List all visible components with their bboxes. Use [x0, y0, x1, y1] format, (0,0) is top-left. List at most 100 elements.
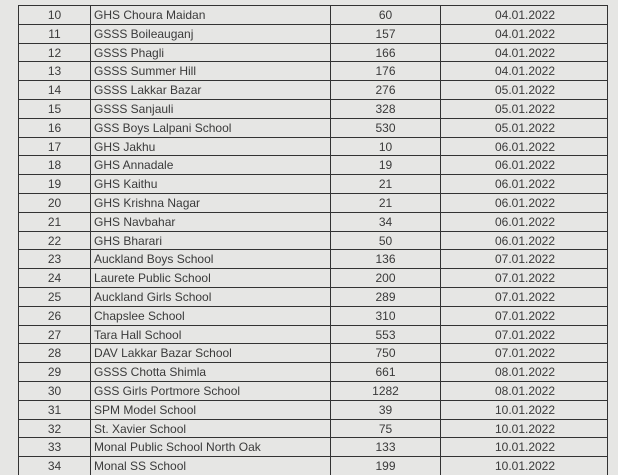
- serial-number: 12: [19, 43, 91, 62]
- school-name: GHS Jakhu: [91, 137, 331, 156]
- student-count: 21: [331, 194, 441, 212]
- student-count: 310: [331, 306, 441, 325]
- serial-number: 10: [19, 6, 91, 24]
- date: 07.01.2022: [494, 252, 556, 267]
- date: 10.01.2022: [494, 421, 556, 436]
- school-name: GSSS Sanjauli: [91, 100, 331, 118]
- school-name: GHS Annadale: [91, 156, 331, 175]
- table-row: 20 GHS Krishna Nagar 21 06.01.2022: [18, 193, 608, 212]
- table-row: 11 GSSS Boileauganj 157 04.01.2022: [18, 23, 608, 43]
- date: 07.01.2022: [494, 346, 556, 361]
- table-row: 33 Monal Public School North Oak 133 10.01.…: [18, 437, 608, 457]
- date: 10.01.2022: [494, 459, 556, 474]
- student-count: 328: [331, 100, 441, 118]
- table-row: 15 GSSS Sanjauli 328 05.01.2022: [18, 99, 608, 118]
- serial-number: 17: [19, 137, 91, 156]
- date: 08.01.2022: [494, 365, 556, 380]
- date: 07.01.2022: [494, 271, 556, 286]
- student-count: 75: [331, 419, 441, 438]
- school-name: GSS Girls Portmore School: [91, 382, 331, 400]
- serial-number: 20: [19, 194, 91, 212]
- serial-number: 15: [19, 100, 91, 118]
- student-count: 200: [331, 269, 441, 287]
- student-count: 661: [331, 363, 441, 381]
- student-count: 530: [331, 118, 441, 137]
- table-row: 17 GHS Jakhu 10 06.01.2022: [18, 136, 608, 156]
- student-count: 19: [331, 156, 441, 175]
- table-row: 32 St. Xavier School 75 10.01.2022: [18, 418, 608, 438]
- table-row: 34 Monal SS School 199 10.01.2022: [18, 456, 608, 475]
- serial-number: 24: [19, 269, 91, 287]
- school-name: Tara Hall School: [91, 325, 331, 344]
- table-row: 30 GSS Girls Portmore School 1282 08.01.202…: [18, 381, 608, 400]
- serial-number: 30: [19, 382, 91, 400]
- serial-number: 28: [19, 344, 91, 363]
- date: 06.01.2022: [494, 196, 556, 210]
- date: 04.01.2022: [494, 8, 556, 22]
- table-row: 16 GSS Boys Lalpani School 530 05.01.2022: [18, 117, 608, 137]
- table-row: 24 Laurete Public School 200 07.01.2022: [18, 268, 608, 287]
- date: 06.01.2022: [494, 214, 556, 229]
- serial-number: 21: [19, 212, 91, 231]
- student-count: 553: [331, 325, 441, 344]
- student-count: 21: [331, 175, 441, 193]
- date: 07.01.2022: [494, 327, 556, 342]
- table-row: 26 Chapslee School 310 07.01.2022: [18, 305, 608, 325]
- date: 04.01.2022: [494, 26, 556, 41]
- serial-number: 16: [19, 118, 91, 137]
- school-name: GSSS Boileauganj: [91, 24, 331, 43]
- school-name: Auckland Girls School: [91, 288, 331, 306]
- table-row: 12 GSSS Phagli 166 04.01.2022: [18, 42, 608, 62]
- table-row: 13 GSSS Summer Hill 176 04.01.2022: [18, 61, 608, 81]
- table-row: 14 GSSS Lakkar Bazar 276 05.01.2022: [18, 80, 608, 99]
- table-row: 27 Tara Hall School 553 07.01.2022: [18, 324, 608, 344]
- date: 05.01.2022: [494, 83, 556, 98]
- serial-number: 13: [19, 62, 91, 81]
- school-name: St. Xavier School: [91, 419, 331, 438]
- serial-number: 26: [19, 306, 91, 325]
- school-name: Monal SS School: [91, 457, 331, 475]
- student-count: 276: [331, 81, 441, 99]
- school-name: GHS Choura Maidan: [91, 6, 331, 24]
- student-count: 176: [331, 62, 441, 81]
- table-row: 29 GSSS Chotta Shimla 661 08.01.2022: [18, 362, 608, 381]
- school-name: SPM Model School: [91, 400, 331, 419]
- table-row: 23 Auckland Boys School 136 07.01.2022: [18, 249, 608, 269]
- date: 05.01.2022: [494, 102, 556, 116]
- school-name: Chapslee School: [91, 306, 331, 325]
- school-name: GHS Kaithu: [91, 175, 331, 193]
- school-name: Laurete Public School: [91, 269, 331, 287]
- table-row: 31 SPM Model School 39 10.01.2022: [18, 399, 608, 419]
- date: 07.01.2022: [494, 290, 556, 304]
- student-count: 39: [331, 400, 441, 419]
- serial-number: 18: [19, 156, 91, 175]
- table-row: 22 GHS Bharari 50 06.01.2022: [18, 230, 608, 250]
- date: 10.01.2022: [494, 402, 556, 417]
- student-count: 50: [331, 231, 441, 250]
- student-count: 166: [331, 43, 441, 62]
- serial-number: 31: [19, 400, 91, 419]
- school-name: Monal Public School North Oak: [91, 438, 331, 457]
- date: 10.01.2022: [494, 440, 556, 455]
- serial-number: 23: [19, 250, 91, 269]
- school-name: GHS Navbahar: [91, 212, 331, 231]
- serial-number: 14: [19, 81, 91, 99]
- school-name: DAV Lakkar Bazar School: [91, 344, 331, 363]
- student-count: 136: [331, 250, 441, 269]
- table-row: 28 DAV Lakkar Bazar School 750 07.01.2022: [18, 343, 608, 363]
- date: 06.01.2022: [494, 177, 556, 192]
- date: 08.01.2022: [494, 384, 556, 398]
- school-name: GSSS Summer Hill: [91, 62, 331, 81]
- table-row: 21 GHS Navbahar 34 06.01.2022: [18, 211, 608, 231]
- date: 06.01.2022: [494, 158, 556, 173]
- serial-number: 11: [19, 24, 91, 43]
- date: 05.01.2022: [494, 120, 556, 135]
- school-name: GSS Boys Lalpani School: [91, 118, 331, 137]
- serial-number: 29: [19, 363, 91, 381]
- student-count: 60: [331, 6, 441, 24]
- date: 06.01.2022: [494, 139, 556, 154]
- student-count: 199: [331, 457, 441, 475]
- school-name: GHS Bharari: [91, 231, 331, 250]
